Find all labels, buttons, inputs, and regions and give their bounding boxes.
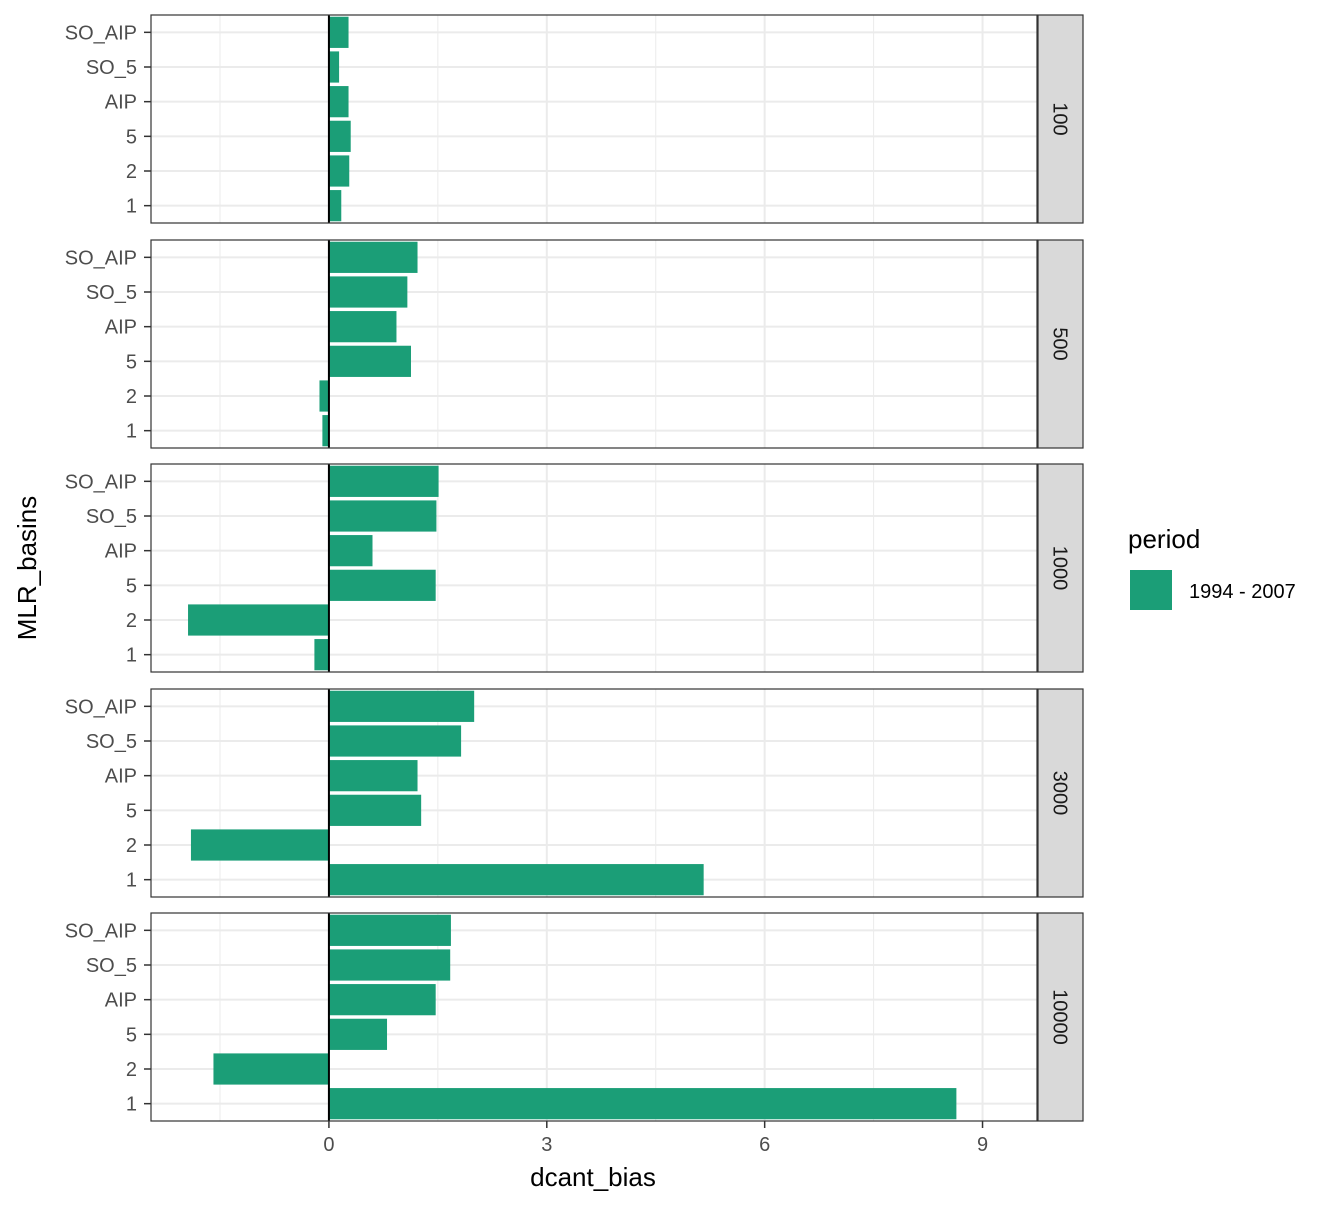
panel-background: [151, 464, 1037, 672]
facet-panel: SO_AIP SO_5 AIP 5 2 1 10000: [65, 912, 1084, 1122]
y-tick-label: AIP: [105, 92, 137, 114]
bar-1: [328, 190, 342, 222]
bar-aip: [328, 984, 436, 1016]
panel-border: [150, 463, 1038, 673]
panel-border: [150, 14, 1038, 224]
bar-5: [328, 120, 351, 152]
bar-1: [328, 864, 704, 896]
facet-strip: [1037, 688, 1084, 898]
legend-label: 1994 - 2007: [1189, 581, 1296, 603]
y-tick-label: SO_AIP: [65, 920, 137, 942]
bar-so-5: [328, 949, 451, 981]
bar-2: [213, 1053, 329, 1085]
panel-background: [151, 689, 1037, 897]
facet-panel: SO_AIP SO_5 AIP 5 2 1 3000: [65, 688, 1084, 898]
y-tick-label: AIP: [105, 990, 137, 1012]
bar-so-aip: [328, 690, 475, 722]
bar-so-5: [328, 500, 437, 532]
y-tick-label: SO_5: [86, 282, 137, 304]
y-tick-label: AIP: [105, 317, 137, 339]
y-tick-label: SO_AIP: [65, 471, 137, 493]
facet-strip-label: 500: [1049, 327, 1071, 360]
y-tick-label: 2: [126, 161, 137, 183]
y-tick-label: 1: [126, 1094, 137, 1116]
bar-1: [314, 639, 329, 671]
facet-strip-label: 100: [1049, 102, 1071, 135]
facet-strip-label: 1000: [1049, 546, 1071, 591]
facet-panel: SO_AIP SO_5 AIP 5 2 1 1000: [65, 463, 1084, 673]
y-tick-label: 2: [126, 1059, 137, 1081]
bar-so-5: [328, 725, 462, 757]
bar-so-aip: [328, 465, 439, 497]
y-tick-label: 2: [126, 386, 137, 408]
x-axis-title: dcant_bias: [530, 1162, 656, 1192]
y-tick-label: 5: [126, 575, 137, 597]
x-tick-label: 3: [541, 1134, 552, 1156]
bar-so-5: [328, 276, 408, 308]
y-tick-label: 2: [126, 610, 137, 632]
facet-strip: [1037, 14, 1084, 224]
y-tick-label: AIP: [105, 766, 137, 788]
legend-key: [1130, 570, 1172, 610]
y-tick-label: SO_AIP: [65, 696, 137, 718]
facet-strip-label: 10000: [1049, 989, 1071, 1045]
bar-2: [190, 829, 329, 861]
facet-panels: SO_AIPSO_5AIP521100SO_AIPSO_5AIP521500SO…: [65, 14, 1084, 1156]
bar-1: [328, 1088, 957, 1120]
y-tick-label: SO_AIP: [65, 247, 137, 269]
y-tick-label: 1: [126, 870, 137, 892]
bar-so-5: [328, 51, 340, 83]
legend-title: period: [1128, 524, 1200, 554]
y-tick-label: 5: [126, 800, 137, 822]
panel-background: [151, 240, 1037, 448]
bar-so-aip: [328, 241, 418, 273]
y-tick-label: 5: [126, 351, 137, 373]
bar-5: [328, 345, 411, 377]
facet-panel: SO_AIP SO_5 AIP 5 2 1 500: [65, 239, 1084, 449]
bar-2: [188, 604, 329, 636]
y-tick-label: 2: [126, 835, 137, 857]
y-axis-title: MLR_basins: [12, 496, 42, 641]
bar-1: [322, 415, 329, 447]
facet-strip: [1037, 912, 1084, 1122]
y-tick-label: 1: [126, 421, 137, 443]
bar-aip: [328, 311, 397, 343]
panel-background: [151, 913, 1037, 1121]
y-tick-label: AIP: [105, 541, 137, 563]
bar-5: [328, 1018, 388, 1050]
y-tick-label: SO_5: [86, 731, 137, 753]
y-tick-label: 1: [126, 645, 137, 667]
bar-so-aip: [328, 16, 349, 48]
facet-strip: [1037, 239, 1084, 449]
y-tick-label: SO_5: [86, 955, 137, 977]
panel-border: [150, 688, 1038, 898]
facet-strip-label: 3000: [1049, 771, 1071, 816]
legend: period 1994 - 2007: [1128, 524, 1296, 610]
bar-5: [328, 794, 422, 826]
x-tick-label: 9: [977, 1134, 988, 1156]
y-tick-label: 1: [126, 196, 137, 218]
x-tick-label: 0: [323, 1134, 334, 1156]
bar-so-aip: [328, 914, 451, 946]
bar-aip: [328, 760, 418, 792]
facet-panel: SO_AIP SO_5 AIP 5 2 1 100: [65, 14, 1084, 224]
facet-strip: [1037, 463, 1084, 673]
bar-aip: [328, 86, 349, 118]
bar-5: [328, 569, 436, 601]
bar-aip: [328, 535, 373, 567]
x-tick-label: 6: [759, 1134, 770, 1156]
y-tick-label: SO_AIP: [65, 22, 137, 44]
bar-2: [319, 380, 329, 412]
y-tick-label: 5: [126, 1024, 137, 1046]
bar-2: [328, 155, 350, 187]
y-tick-label: SO_5: [86, 57, 137, 79]
y-tick-label: SO_5: [86, 506, 137, 528]
panel-border: [150, 912, 1038, 1122]
panel-background: [151, 15, 1037, 223]
y-tick-label: 5: [126, 126, 137, 148]
panel-border: [150, 239, 1038, 449]
